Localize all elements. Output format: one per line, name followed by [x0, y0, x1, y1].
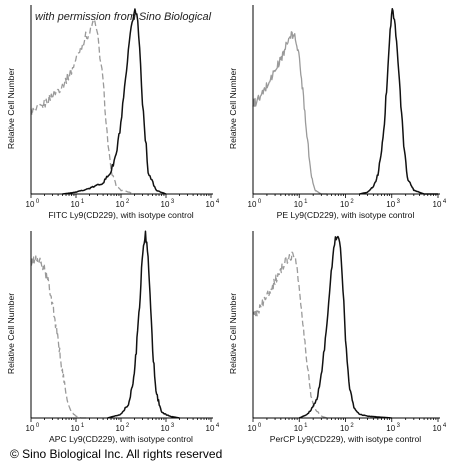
- x-tick-label: 10: [116, 424, 125, 433]
- isotype-control-histogram: [30, 255, 90, 419]
- x-axis-title: PE Ly9(CD229), with isotype control: [277, 210, 415, 220]
- x-tick-exponent: 3: [171, 423, 175, 429]
- x-tick-label: 10: [340, 424, 349, 433]
- x-axis-title: FITC Ly9(CD229), with isotype control: [48, 210, 193, 220]
- isotype-control-histogram: [30, 20, 143, 195]
- x-tick-exponent: 0: [258, 199, 262, 205]
- x-axis-title: APC Ly9(CD229), with isotype control: [49, 434, 193, 444]
- x-tick-label: 10: [206, 424, 215, 433]
- y-axis-title: Relative Cell Number: [6, 68, 16, 149]
- x-tick-label: 10: [248, 424, 257, 433]
- y-axis-title: Relative Cell Number: [6, 293, 16, 374]
- x-tick-label: 10: [71, 200, 80, 209]
- y-axis-title: Relative Cell Number: [228, 293, 238, 374]
- x-tick-exponent: 3: [397, 423, 401, 429]
- x-tick-exponent: 3: [397, 199, 401, 205]
- x-tick-exponent: 4: [216, 199, 220, 205]
- x-tick-exponent: 1: [81, 199, 85, 205]
- x-tick-label: 10: [433, 424, 442, 433]
- x-tick-label: 10: [433, 200, 442, 209]
- x-axis-title: PerCP Ly9(CD229), with isotype control: [270, 434, 422, 444]
- permission-watermark: with permission from Sino Biological: [35, 11, 212, 23]
- x-tick-exponent: 2: [126, 199, 130, 205]
- x-tick-exponent: 1: [304, 199, 308, 205]
- isotype-control-histogram: [252, 31, 328, 195]
- isotype-control-histogram: [252, 251, 328, 419]
- x-tick-exponent: 1: [81, 423, 85, 429]
- x-tick-label: 10: [294, 424, 303, 433]
- x-tick-label: 10: [26, 200, 35, 209]
- x-tick-label: 10: [116, 200, 125, 209]
- y-axis-title: Relative Cell Number: [228, 68, 238, 149]
- x-tick-exponent: 4: [443, 423, 447, 429]
- x-tick-exponent: 0: [36, 423, 40, 429]
- x-tick-label: 10: [71, 424, 80, 433]
- x-tick-label: 10: [26, 424, 35, 433]
- x-tick-exponent: 2: [126, 423, 130, 429]
- x-tick-label: 10: [161, 200, 170, 209]
- x-tick-exponent: 0: [36, 199, 40, 205]
- x-tick-exponent: 4: [216, 423, 220, 429]
- x-tick-label: 10: [294, 200, 303, 209]
- x-tick-exponent: 0: [258, 423, 262, 429]
- x-tick-exponent: 2: [350, 199, 354, 205]
- x-tick-label: 10: [161, 424, 170, 433]
- x-tick-label: 10: [386, 200, 395, 209]
- ly9-cd229-histogram: [359, 7, 439, 195]
- histogram-panel-2: 10 0 10 1 10 2 10 3 10 4PE Ly9(CD229), with isoty…: [228, 5, 447, 220]
- x-tick-label: 10: [248, 200, 257, 209]
- x-tick-exponent: 1: [304, 423, 308, 429]
- x-tick-exponent: 2: [350, 423, 354, 429]
- x-tick-label: 10: [386, 424, 395, 433]
- ly9-cd229-histogram: [107, 230, 180, 419]
- x-tick-label: 10: [340, 200, 349, 209]
- x-tick-label: 10: [206, 200, 215, 209]
- copyright-footer: © Sino Biological Inc. All rights reserv…: [10, 447, 222, 461]
- ly9-cd229-histogram: [62, 8, 167, 195]
- x-tick-exponent: 3: [171, 199, 175, 205]
- x-tick-exponent: 4: [443, 199, 447, 205]
- ly9-cd229-histogram: [298, 235, 392, 419]
